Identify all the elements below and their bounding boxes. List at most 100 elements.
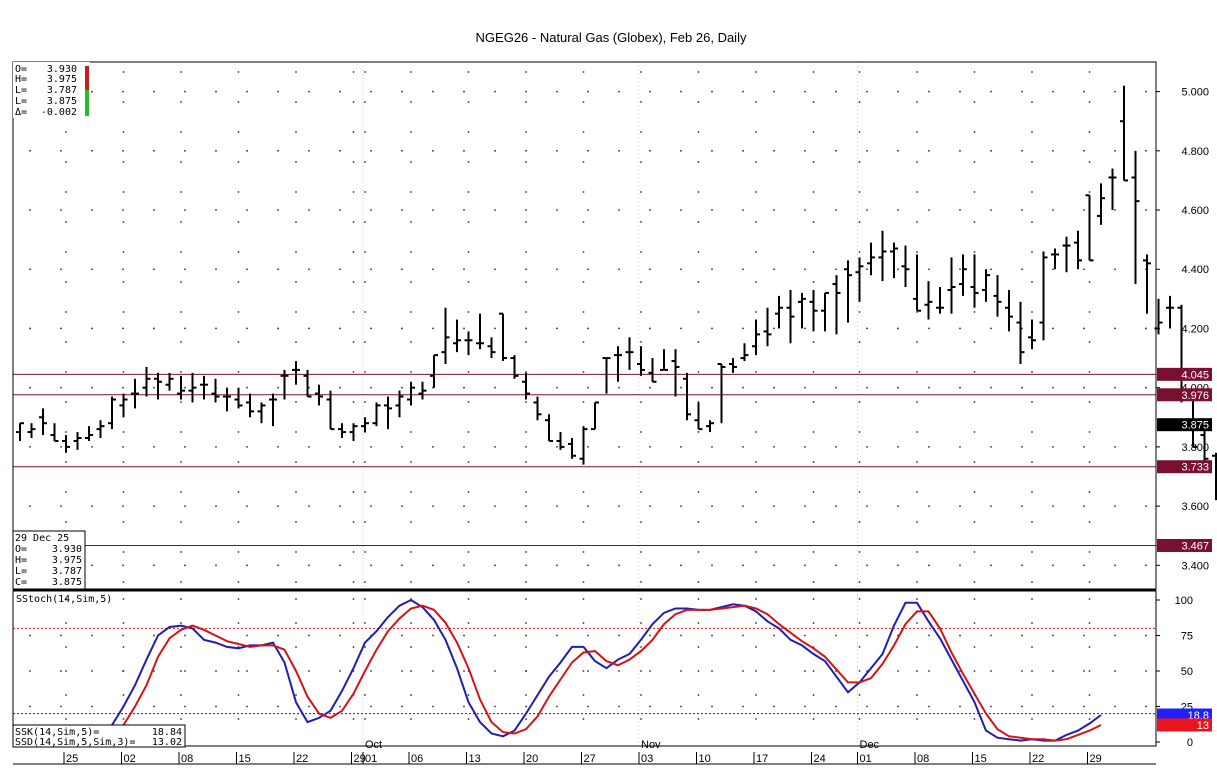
grid-dot — [308, 505, 310, 508]
grid-dot — [180, 71, 182, 73]
grid-dot — [680, 670, 682, 672]
grid-dot — [410, 251, 412, 253]
grid-dot — [122, 281, 125, 283]
grid-dot — [582, 311, 585, 313]
grid-dot — [812, 491, 815, 493]
grid-dot — [973, 670, 976, 672]
grid-dot — [308, 564, 310, 567]
grid-dot — [1145, 564, 1147, 567]
time-tick-label: 02 — [124, 753, 136, 765]
grid-dot — [494, 445, 496, 448]
grid-dot — [153, 505, 155, 508]
green-candle-indicator — [85, 90, 89, 116]
grid-dot — [180, 251, 182, 253]
grid-dot — [91, 268, 93, 271]
grid-dot — [618, 445, 620, 448]
grid-dot — [494, 149, 496, 152]
grid-dot — [122, 564, 124, 567]
grid-dot — [184, 209, 186, 211]
ssd-line — [89, 604, 1102, 743]
grid-dot — [697, 221, 700, 223]
grid-dot — [525, 694, 527, 696]
grid-dot — [973, 71, 976, 73]
grid-dot — [858, 311, 861, 313]
grid-dot — [742, 386, 744, 389]
grid-dot — [804, 268, 806, 271]
grid-dot — [928, 705, 930, 708]
grid-dot — [410, 646, 412, 648]
grid-dot — [1145, 670, 1147, 672]
grid-dot — [582, 131, 585, 133]
level-badge-label: 3.467 — [1181, 540, 1209, 552]
grid-dot — [990, 209, 992, 211]
grid-dot — [697, 401, 700, 403]
date-info-box: 29 Dec 25 O= 3.930 H= 3.975 L= 3.787 C= … — [12, 530, 86, 590]
grid-dot — [755, 491, 757, 493]
grid-dot — [29, 209, 31, 211]
grid-dot — [295, 461, 297, 463]
grid-dot — [432, 327, 434, 330]
grid-dot — [410, 191, 412, 193]
grid-dot — [277, 445, 279, 448]
grid-dot — [812, 670, 815, 672]
grid-dot — [858, 401, 861, 403]
grid-dot — [649, 670, 651, 672]
time-tick-label: 03 — [641, 753, 653, 765]
grid-dot — [277, 386, 279, 389]
grid-dot — [711, 268, 713, 271]
info-l-key: L= — [15, 566, 27, 577]
grid-dot — [812, 718, 815, 720]
grid-dot — [352, 251, 355, 253]
grid-dot — [804, 670, 806, 672]
grid-dot — [618, 90, 620, 93]
grid-dot — [697, 341, 700, 343]
grid-dot — [180, 718, 182, 720]
grid-dot — [494, 268, 496, 271]
grid-dot — [804, 149, 806, 152]
ohlc-h-key: H= — [15, 74, 27, 85]
stoch-tick-label: 0 — [1187, 737, 1193, 749]
grid-dot — [180, 581, 182, 583]
grid-dot — [804, 386, 806, 389]
grid-dot — [697, 251, 700, 253]
grid-dot — [370, 268, 372, 271]
grid-dot — [295, 431, 297, 433]
grid-dot — [91, 445, 93, 448]
grid-dot — [215, 505, 217, 508]
grid-dot — [364, 281, 366, 283]
grid-dot — [122, 268, 124, 271]
month-label: Nov — [641, 739, 661, 751]
grid-dot — [711, 505, 713, 508]
grid-dot — [432, 268, 434, 271]
grid-dot — [277, 268, 279, 271]
grid-dot — [755, 101, 757, 103]
grid-dot — [1088, 461, 1091, 463]
grid-dot — [467, 622, 470, 624]
grid-dot — [680, 209, 682, 211]
grid-dot — [1083, 209, 1085, 211]
grid-dot — [640, 521, 642, 523]
grid-dot — [755, 461, 757, 463]
grid-dot — [237, 718, 240, 720]
grid-dot — [352, 646, 355, 648]
grid-dot — [60, 670, 62, 672]
grid-dot — [352, 371, 355, 373]
grid-dot — [835, 268, 837, 271]
grid-dot — [582, 521, 585, 523]
grid-dot — [1052, 327, 1054, 330]
grid-dot — [65, 521, 67, 523]
grid-dot — [60, 634, 62, 637]
grid-dot — [65, 221, 67, 223]
grid-dot — [525, 71, 527, 73]
stoch-badge — [1157, 718, 1212, 732]
grid-dot — [463, 386, 465, 389]
grid-dot — [1083, 564, 1085, 567]
grid-dot — [1052, 670, 1054, 672]
grid-dot — [122, 371, 125, 373]
grid-dot — [401, 505, 403, 508]
grid-dot — [755, 131, 757, 133]
grid-dot — [916, 401, 918, 403]
grid-dot — [618, 505, 620, 508]
grid-dot — [858, 521, 861, 523]
grid-dot — [295, 311, 297, 313]
